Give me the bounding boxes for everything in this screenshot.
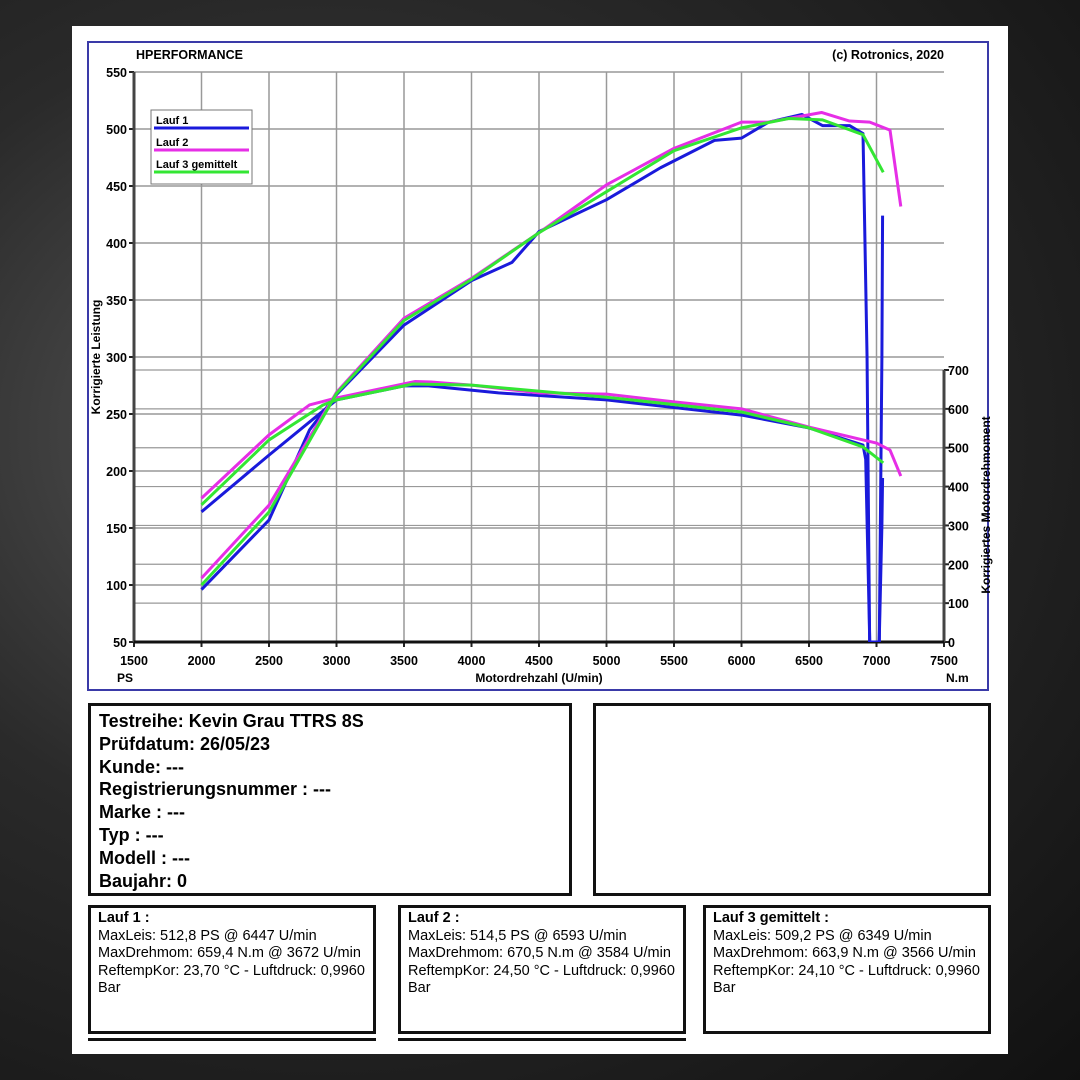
- x-axis-title: Motordrehzahl (U/min): [475, 671, 602, 685]
- x-tick-label: 3500: [390, 654, 418, 668]
- legend-label-lauf-1: Lauf 1: [156, 115, 188, 127]
- x-tick-label: 6500: [795, 654, 823, 668]
- run-max-power: MaxLeis: 514,5 PS @ 6593 U/min: [408, 928, 676, 946]
- run-max-torque: MaxDrehmom: 670,5 N.m @ 3584 U/min: [408, 945, 676, 963]
- run-max-torque: MaxDrehmom: 659,4 N.m @ 3672 U/min: [98, 945, 366, 963]
- legend: Lauf 1 Lauf 2 Lauf 3 gemittelt: [151, 110, 252, 184]
- y2-tick-label: 200: [948, 558, 969, 572]
- run-title: Lauf 3 gemittelt :: [713, 910, 981, 928]
- run-max-power: MaxLeis: 509,2 PS @ 6349 U/min: [713, 928, 981, 946]
- x-tick-label: 7500: [930, 654, 958, 668]
- y2-tick-label: 0: [948, 636, 955, 650]
- run-conditions: ReftempKor: 23,70 °C - Luftdruck: 0,9960…: [98, 963, 366, 998]
- divider-line: [88, 1038, 376, 1045]
- legend-label-lauf-2: Lauf 2: [156, 137, 188, 149]
- y2-tick-label: 700: [948, 364, 969, 378]
- x-tick-label: 2000: [188, 654, 216, 668]
- unit-left: PS: [117, 671, 133, 685]
- run-summary-lauf-1: Lauf 1 : MaxLeis: 512,8 PS @ 6447 U/min …: [88, 905, 376, 1034]
- y-tick-label: 500: [106, 123, 127, 137]
- brand: Marke : ---: [99, 801, 561, 824]
- unit-right: N.m: [946, 671, 969, 685]
- divider-line: [398, 1038, 686, 1045]
- test-date: Prüfdatum: 26/05/23: [99, 733, 561, 756]
- run-conditions: ReftempKor: 24,50 °C - Luftdruck: 0,9960…: [408, 963, 676, 998]
- type: Typ : ---: [99, 824, 561, 847]
- x-tick-label: 4500: [525, 654, 553, 668]
- copyright-label: (c) Rotronics, 2020: [832, 48, 944, 62]
- legend-label-lauf-3: Lauf 3 gemittelt: [156, 159, 238, 171]
- power-curve-lauf-3-gemittelt: [202, 119, 884, 585]
- x-tick-label: 5000: [593, 654, 621, 668]
- test-info-box: Testreihe: Kevin Grau TTRS 8S Prüfdatum:…: [88, 703, 572, 896]
- x-tick-label: 7000: [863, 654, 891, 668]
- run-summary-lauf-2: Lauf 2 : MaxLeis: 514,5 PS @ 6593 U/min …: [398, 905, 686, 1034]
- test-series: Testreihe: Kevin Grau TTRS 8S: [99, 710, 561, 733]
- run-summary-lauf-3: Lauf 3 gemittelt : MaxLeis: 509,2 PS @ 6…: [703, 905, 991, 1034]
- power-curve-lauf-2: [202, 112, 901, 578]
- y2-axis-title: Korrigiertes Motordrehmoment: [979, 416, 993, 593]
- x-tick-label: 5500: [660, 654, 688, 668]
- y-tick-label: 550: [106, 66, 127, 80]
- model: Modell : ---: [99, 847, 561, 870]
- x-tick-label: 1500: [120, 654, 148, 668]
- y-tick-label: 400: [106, 237, 127, 251]
- y-axis-title: Korrigierte Leistung: [89, 300, 103, 415]
- y-tick-label: 350: [106, 294, 127, 308]
- y-tick-label: 300: [106, 351, 127, 365]
- y-tick-label: 200: [106, 465, 127, 479]
- registration-number: Registrierungsnummer : ---: [99, 778, 561, 801]
- run-max-power: MaxLeis: 512,8 PS @ 6447 U/min: [98, 928, 366, 946]
- run-title: Lauf 2 :: [408, 910, 676, 928]
- y2-tick-label: 400: [948, 481, 969, 495]
- x-tick-label: 2500: [255, 654, 283, 668]
- y2-tick-label: 100: [948, 597, 969, 611]
- run-title: Lauf 1 :: [98, 910, 366, 928]
- dyno-chart: 1500200025003000350040004500500055006000…: [0, 0, 1080, 700]
- y-tick-label: 150: [106, 522, 127, 536]
- x-tick-label: 3000: [323, 654, 351, 668]
- run-conditions: ReftempKor: 24,10 °C - Luftdruck: 0,9960…: [713, 963, 981, 998]
- y-tick-label: 100: [106, 579, 127, 593]
- notes-box: [593, 703, 991, 896]
- y2-tick-label: 500: [948, 442, 969, 456]
- build-year: Baujahr: 0: [99, 870, 561, 893]
- y2-tick-label: 600: [948, 403, 969, 417]
- y-tick-label: 50: [113, 636, 127, 650]
- y-tick-label: 250: [106, 408, 127, 422]
- x-tick-label: 6000: [728, 654, 756, 668]
- power-curve-lauf-1: [202, 114, 883, 653]
- run-max-torque: MaxDrehmom: 663,9 N.m @ 3566 U/min: [713, 945, 981, 963]
- brand-label: HPERFORMANCE: [136, 48, 243, 62]
- x-tick-label: 4000: [458, 654, 486, 668]
- customer: Kunde: ---: [99, 756, 561, 779]
- y2-tick-label: 300: [948, 519, 969, 533]
- y-tick-label: 450: [106, 180, 127, 194]
